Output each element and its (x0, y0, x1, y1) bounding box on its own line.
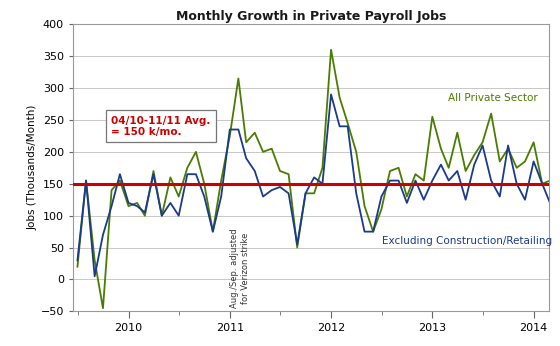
Title: Monthly Growth in Private Payroll Jobs: Monthly Growth in Private Payroll Jobs (176, 10, 446, 23)
Y-axis label: Jobs (Thousands/Month): Jobs (Thousands/Month) (27, 105, 38, 230)
Text: Aug./Sep. adjusted
for Verizon strike: Aug./Sep. adjusted for Verizon strike (230, 228, 250, 308)
Text: All Private Sector: All Private Sector (447, 93, 537, 103)
Text: 04/10-11/11 Avg.
= 150 k/mo.: 04/10-11/11 Avg. = 150 k/mo. (111, 116, 211, 137)
Text: Excluding Construction/Retailing: Excluding Construction/Retailing (382, 236, 552, 246)
